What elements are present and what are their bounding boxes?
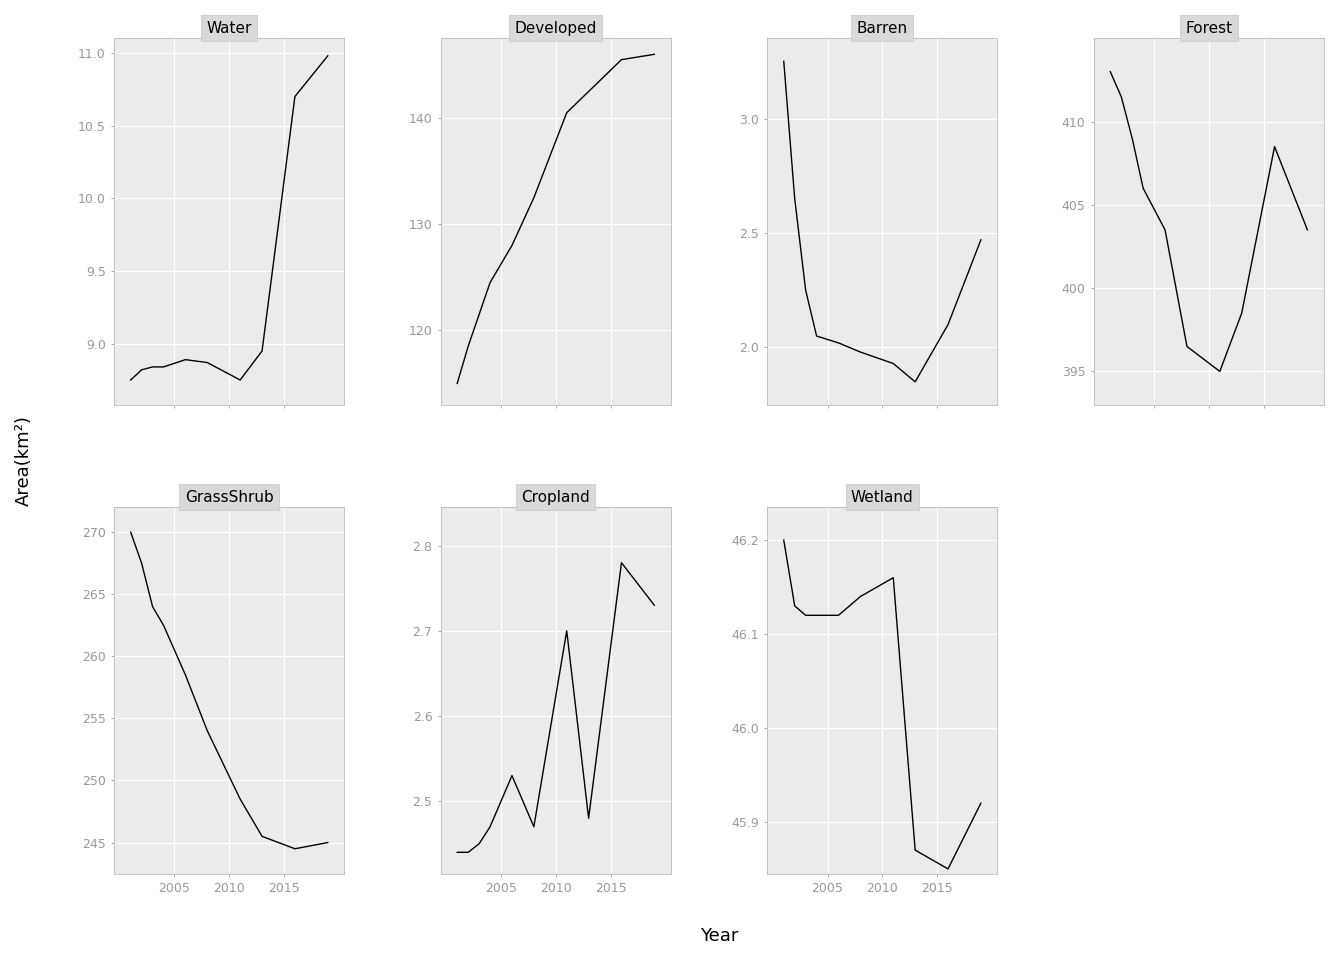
Title: Barren: Barren [856, 21, 909, 36]
Title: Cropland: Cropland [521, 490, 590, 505]
Title: Water: Water [207, 21, 251, 36]
Title: Forest: Forest [1185, 21, 1232, 36]
Text: Year: Year [700, 927, 738, 945]
Title: Wetland: Wetland [851, 490, 914, 505]
Text: Area(km²): Area(km²) [15, 416, 34, 506]
Title: GrassShrub: GrassShrub [185, 490, 274, 505]
Title: Developed: Developed [515, 21, 597, 36]
